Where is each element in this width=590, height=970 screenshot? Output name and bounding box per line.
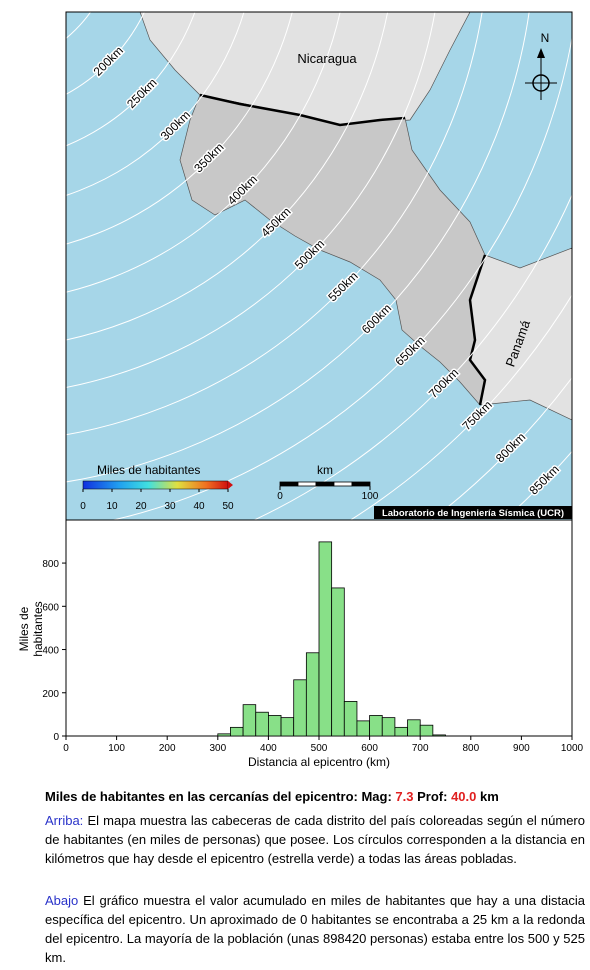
ring [0,0,70,24]
scale-segment [297,481,317,487]
magnitude: 7.3 [395,789,414,804]
caption-text: Prof: [417,789,448,804]
scale-segment [279,481,299,487]
x-tick-label: 600 [361,743,378,754]
bar [343,701,358,737]
caption-title: Miles de habitantes en las cercanías del… [45,787,585,806]
colorbar-ticks: 0 10 20 30 40 50 [80,489,234,512]
paragraph-lead: Arriba: [45,813,84,828]
x-tick-label: 200 [159,743,176,754]
colorbar-tick-label: 40 [193,501,205,512]
bar [318,541,333,737]
bar [432,734,446,737]
border [199,93,406,127]
colorbar [82,480,229,490]
scale-tick-label: 0 [277,491,283,502]
y-tick-label: 400 [42,646,59,657]
histogram: 0 100 200 300 400 500 600 700 800 900 1000 0 200 400 6… [17,541,584,769]
colorbar-tick-label: 10 [106,501,118,512]
costa-rica-land [179,94,486,406]
y-axis-label: habitantes [31,601,45,656]
x-tick-label: 400 [260,743,277,754]
depth: 40.0 [451,789,477,804]
y-tick-label: 600 [42,602,59,613]
scale-title: km [317,463,333,477]
y-tick-label: 0 [53,732,59,743]
colorbar-arrow [228,481,233,489]
scale-tick-label: 100 [362,491,379,502]
caption-text: km [480,789,499,804]
credit: Laboratorio de Ingeniería Sísmica (UCR) [382,508,564,519]
bar [394,726,408,737]
compass: N [525,31,557,100]
colorbar-tick-label: 50 [222,501,234,512]
bar [230,726,244,737]
scale-segment [333,481,353,487]
bar [217,733,231,737]
x-tick-label: 300 [209,743,226,754]
bar [242,704,257,737]
y-axis-label: Miles de [17,606,31,651]
x-axis-label: Distancia al epicentro (km) [248,755,390,769]
paragraph: Arriba: El mapa muestra las cabeceras de… [45,811,585,868]
scale-segment [315,481,335,487]
bar [255,711,269,737]
bar [267,715,282,737]
x-tick-label: 900 [513,743,530,754]
border [468,254,487,406]
bar [331,587,345,737]
colorbar-tick-label: 0 [80,501,86,512]
x-tick-label: 100 [108,743,125,754]
bar [369,715,383,737]
colorbar-title: Miles de habitantes [97,463,200,477]
scale-segment [351,481,371,487]
paragraph-text: El gráfico muestra el valor acumulado en… [45,893,585,965]
bar [280,717,295,737]
bar [419,724,434,737]
y-tick-label: 200 [42,689,59,700]
bar [356,720,371,737]
x-tick-label: 1000 [561,743,584,754]
y-tick-label: 800 [42,559,59,570]
x-tick-label: 0 [63,743,69,754]
bar [305,652,320,737]
scale-bar: 0 100 [277,481,379,502]
caption-text: Miles de habitantes en las cercanías del… [45,789,392,804]
paragraph: Abajo El gráfico muestra el valor acumul… [45,891,585,967]
map: 200km250km300km350km400km450km500km550km… [0,0,572,520]
bar [293,679,307,737]
x-tick-label: 800 [462,743,479,754]
bar [407,719,421,737]
colorbar-tick-label: 20 [135,501,147,512]
country-label: Nicaragua [297,51,357,66]
paragraph-text: El mapa muestra las cabeceras de cada di… [45,813,585,866]
paragraph-lead: Abajo [45,893,79,908]
north-label: N [541,31,550,45]
x-tick-label: 700 [412,743,429,754]
credit-box [374,506,572,519]
figure: 200km250km300km350km400km450km500km550km… [0,0,584,769]
bar [381,717,396,737]
colorbar-tick-label: 30 [164,501,176,512]
x-tick-label: 500 [311,743,328,754]
